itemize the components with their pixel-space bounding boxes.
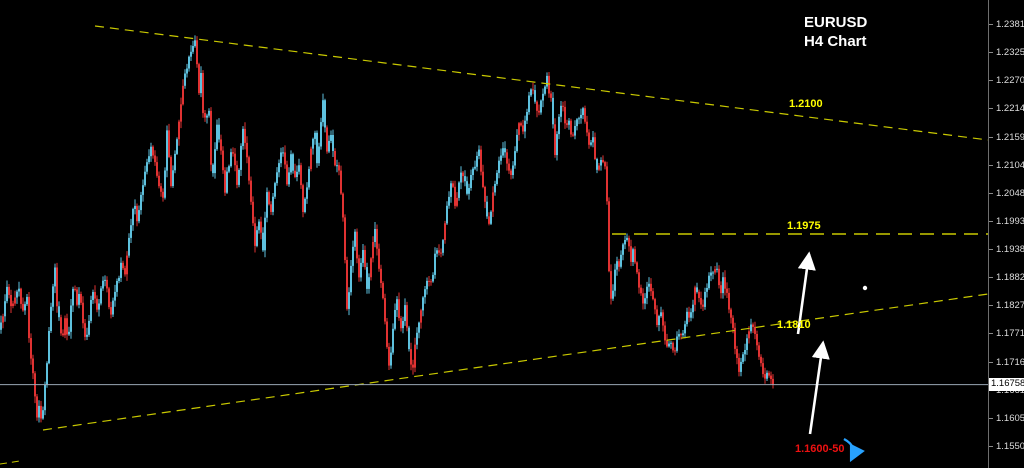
level-label-11975: 1.1975 xyxy=(787,220,821,232)
axis-tick xyxy=(989,52,993,54)
sell-down-arrow-icon xyxy=(843,437,865,463)
axis-tick xyxy=(989,80,993,82)
axis-price-label: 1.19380 xyxy=(996,244,1024,256)
axis-price-label: 1.18820 xyxy=(996,272,1024,284)
axis-tick xyxy=(989,445,993,447)
axis-tick xyxy=(989,136,993,138)
axis-price-label: 1.21040 xyxy=(996,159,1024,171)
chart-title: EURUSD H4 Chart xyxy=(804,13,867,51)
axis-tick xyxy=(989,164,993,166)
trendlines-group xyxy=(0,25,989,431)
axis-tick xyxy=(989,249,993,251)
axis-price-label: 1.23250 xyxy=(996,47,1024,59)
axis-tick xyxy=(989,220,993,222)
axis-price-label: 1.19930 xyxy=(996,215,1024,227)
axis-price-label: 1.22140 xyxy=(996,103,1024,115)
axis-price-label: 1.17160 xyxy=(996,356,1024,368)
axis-price-label: 1.16050 xyxy=(996,412,1024,424)
chart-timeframe: H4 Chart xyxy=(804,33,867,50)
descending-resistance-trendline xyxy=(94,25,989,141)
axis-price-label: 1.17710 xyxy=(996,328,1024,340)
downside-target-label: 1.1600-50 xyxy=(795,443,845,455)
axis-price-label: 1.22700 xyxy=(996,75,1024,87)
ascending-support-trendline xyxy=(42,293,989,431)
price-axis[interactable]: 1.23810 1.23250 1.22700 1.22140 1.21590 1.210… xyxy=(988,0,1024,468)
axis-tick xyxy=(989,361,993,363)
chart-symbol: EURUSD xyxy=(804,14,868,31)
axis-tick xyxy=(989,333,993,335)
axis-tick xyxy=(989,192,993,194)
axis-tick xyxy=(989,108,993,110)
axis-tick xyxy=(989,417,993,419)
axis-price-label: 1.15500 xyxy=(996,440,1024,452)
axis-price-label: 1.23810 xyxy=(996,19,1024,30)
projection-arrow-to-1975 xyxy=(796,251,816,335)
axis-tick xyxy=(989,277,993,279)
current-price-tag: 1.16758 xyxy=(989,378,1024,392)
projection-arrow-to-1810 xyxy=(808,340,830,435)
axis-price-label: 1.18270 xyxy=(996,300,1024,312)
level-label-11810: 1.1810 xyxy=(777,319,811,331)
corner-trendline-segment xyxy=(0,460,21,465)
axis-price-label: 1.20480 xyxy=(996,187,1024,199)
axis-tick xyxy=(989,305,993,307)
level-label-12100: 1.2100 xyxy=(789,98,823,110)
axis-tick xyxy=(989,24,993,25)
axis-price-label: 1.21590 xyxy=(996,131,1024,143)
price-dot xyxy=(862,285,868,291)
candlesticks-series xyxy=(0,35,774,423)
